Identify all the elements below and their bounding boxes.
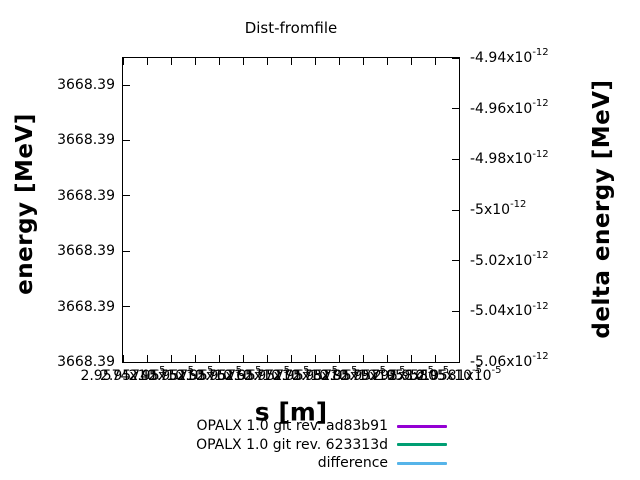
legend-line-sample [397, 461, 447, 465]
tick-mark [146, 355, 148, 362]
tick-mark [194, 58, 196, 65]
tick-mark [123, 139, 130, 141]
x-tick-label: 2.95765x10-5 [196, 365, 290, 384]
tick-mark [362, 58, 364, 65]
chart-title: Dist-fromfile [244, 19, 338, 37]
legend-label: OPALX 1.0 git rev. 623313d [196, 436, 388, 453]
y-tick-label: 3668.39 [57, 243, 115, 260]
tick-mark [123, 84, 130, 86]
x-tick-label: 2.9581x10-5 [416, 365, 502, 384]
tick-mark [218, 355, 220, 362]
tick-mark [123, 306, 130, 308]
tick-mark [242, 58, 244, 65]
tick-mark [170, 355, 172, 362]
x-tick-label: 2.9576x10-5 [176, 365, 262, 384]
x-tick-label: 2.95785x10-5 [292, 365, 386, 384]
y2-tick-label: -4.94x10-12 [470, 47, 549, 66]
y-tick-label: 3668.39 [57, 132, 115, 149]
x-tick-label: 2.95745x10-5 [100, 365, 194, 384]
tick-mark [458, 58, 460, 65]
tick-mark [452, 158, 459, 160]
legend-item: OPALX 1.0 git rev. 623313d [0, 436, 640, 455]
tick-mark [410, 58, 412, 65]
y2-tick-label: -5x10-12 [470, 199, 527, 218]
y2-tick-label: -5.06x10-12 [470, 351, 549, 370]
tick-mark [123, 195, 130, 197]
y2-tick-label: -4.98x10-12 [470, 148, 549, 168]
y2-tick-label: -5.02x10-12 [470, 250, 549, 269]
tick-mark [410, 355, 412, 362]
tick-mark [458, 355, 460, 362]
tick-mark [452, 209, 459, 211]
legend-item: difference [0, 454, 640, 473]
tick-mark [452, 361, 459, 363]
x-tick-label: 2.95795x10-5 [340, 365, 434, 384]
x-tick-label: 2.95755x10-5 [148, 365, 242, 384]
tick-mark [452, 260, 459, 262]
y-tick-label: 3668.39 [57, 354, 115, 370]
legend-line-sample [397, 443, 447, 447]
tick-mark [314, 58, 316, 65]
tick-mark [338, 355, 340, 362]
tick-mark [123, 250, 130, 252]
tick-mark [146, 58, 148, 65]
x-tick-label: 2.9579x10-5 [320, 365, 406, 384]
tick-mark [452, 108, 459, 110]
legend-line-sample [397, 424, 447, 428]
right-axis-label: delta energy [MeV] [589, 79, 615, 339]
x-tick-label: 2.9578x10-5 [272, 365, 358, 384]
plot-area [122, 57, 460, 363]
x-tick-label: 2.9577x10-5 [224, 365, 310, 384]
tick-mark [170, 58, 172, 65]
tick-mark [266, 355, 268, 362]
y2-tick-label: -5.04x10-12 [470, 300, 549, 320]
tick-mark [242, 355, 244, 362]
y-tick-label: 3668.39 [57, 187, 115, 204]
tick-mark [218, 58, 220, 65]
tick-mark [434, 355, 436, 362]
x-tick-label: 2.958x10-5 [372, 365, 450, 384]
tick-mark [123, 361, 130, 363]
x-tick-label: 2.9574x10-5 [80, 365, 166, 384]
tick-mark [362, 355, 364, 362]
tick-mark [452, 310, 459, 312]
legend-label: OPALX 1.0 git rev. ad83b91 [196, 418, 388, 435]
tick-mark [386, 355, 388, 362]
tick-mark [122, 355, 124, 362]
tick-mark [290, 355, 292, 362]
legend: OPALX 1.0 git rev. ad83b91 OPALX 1.0 git … [0, 417, 640, 473]
tick-mark [290, 58, 292, 65]
tick-mark [314, 355, 316, 362]
x-tick-label: 2.95805x10-5 [388, 365, 482, 384]
tick-mark [122, 58, 124, 65]
y-tick-label: 3668.39 [57, 298, 115, 315]
tick-mark [338, 58, 340, 65]
x-axis-label: s [m] [254, 397, 328, 427]
tick-mark [434, 58, 436, 65]
y2-tick-label: -4.96x10-12 [470, 98, 549, 117]
tick-mark [452, 57, 459, 59]
legend-item: OPALX 1.0 git rev. ad83b91 [0, 417, 640, 436]
tick-mark [266, 58, 268, 65]
x-tick-label: 2.9575x10-5 [128, 365, 214, 384]
tick-mark [386, 58, 388, 65]
legend-label: difference [317, 455, 388, 472]
tick-mark [194, 355, 196, 362]
y-tick-label: 3668.39 [57, 77, 115, 93]
x-tick-label: 2.95775x10-5 [244, 365, 338, 384]
